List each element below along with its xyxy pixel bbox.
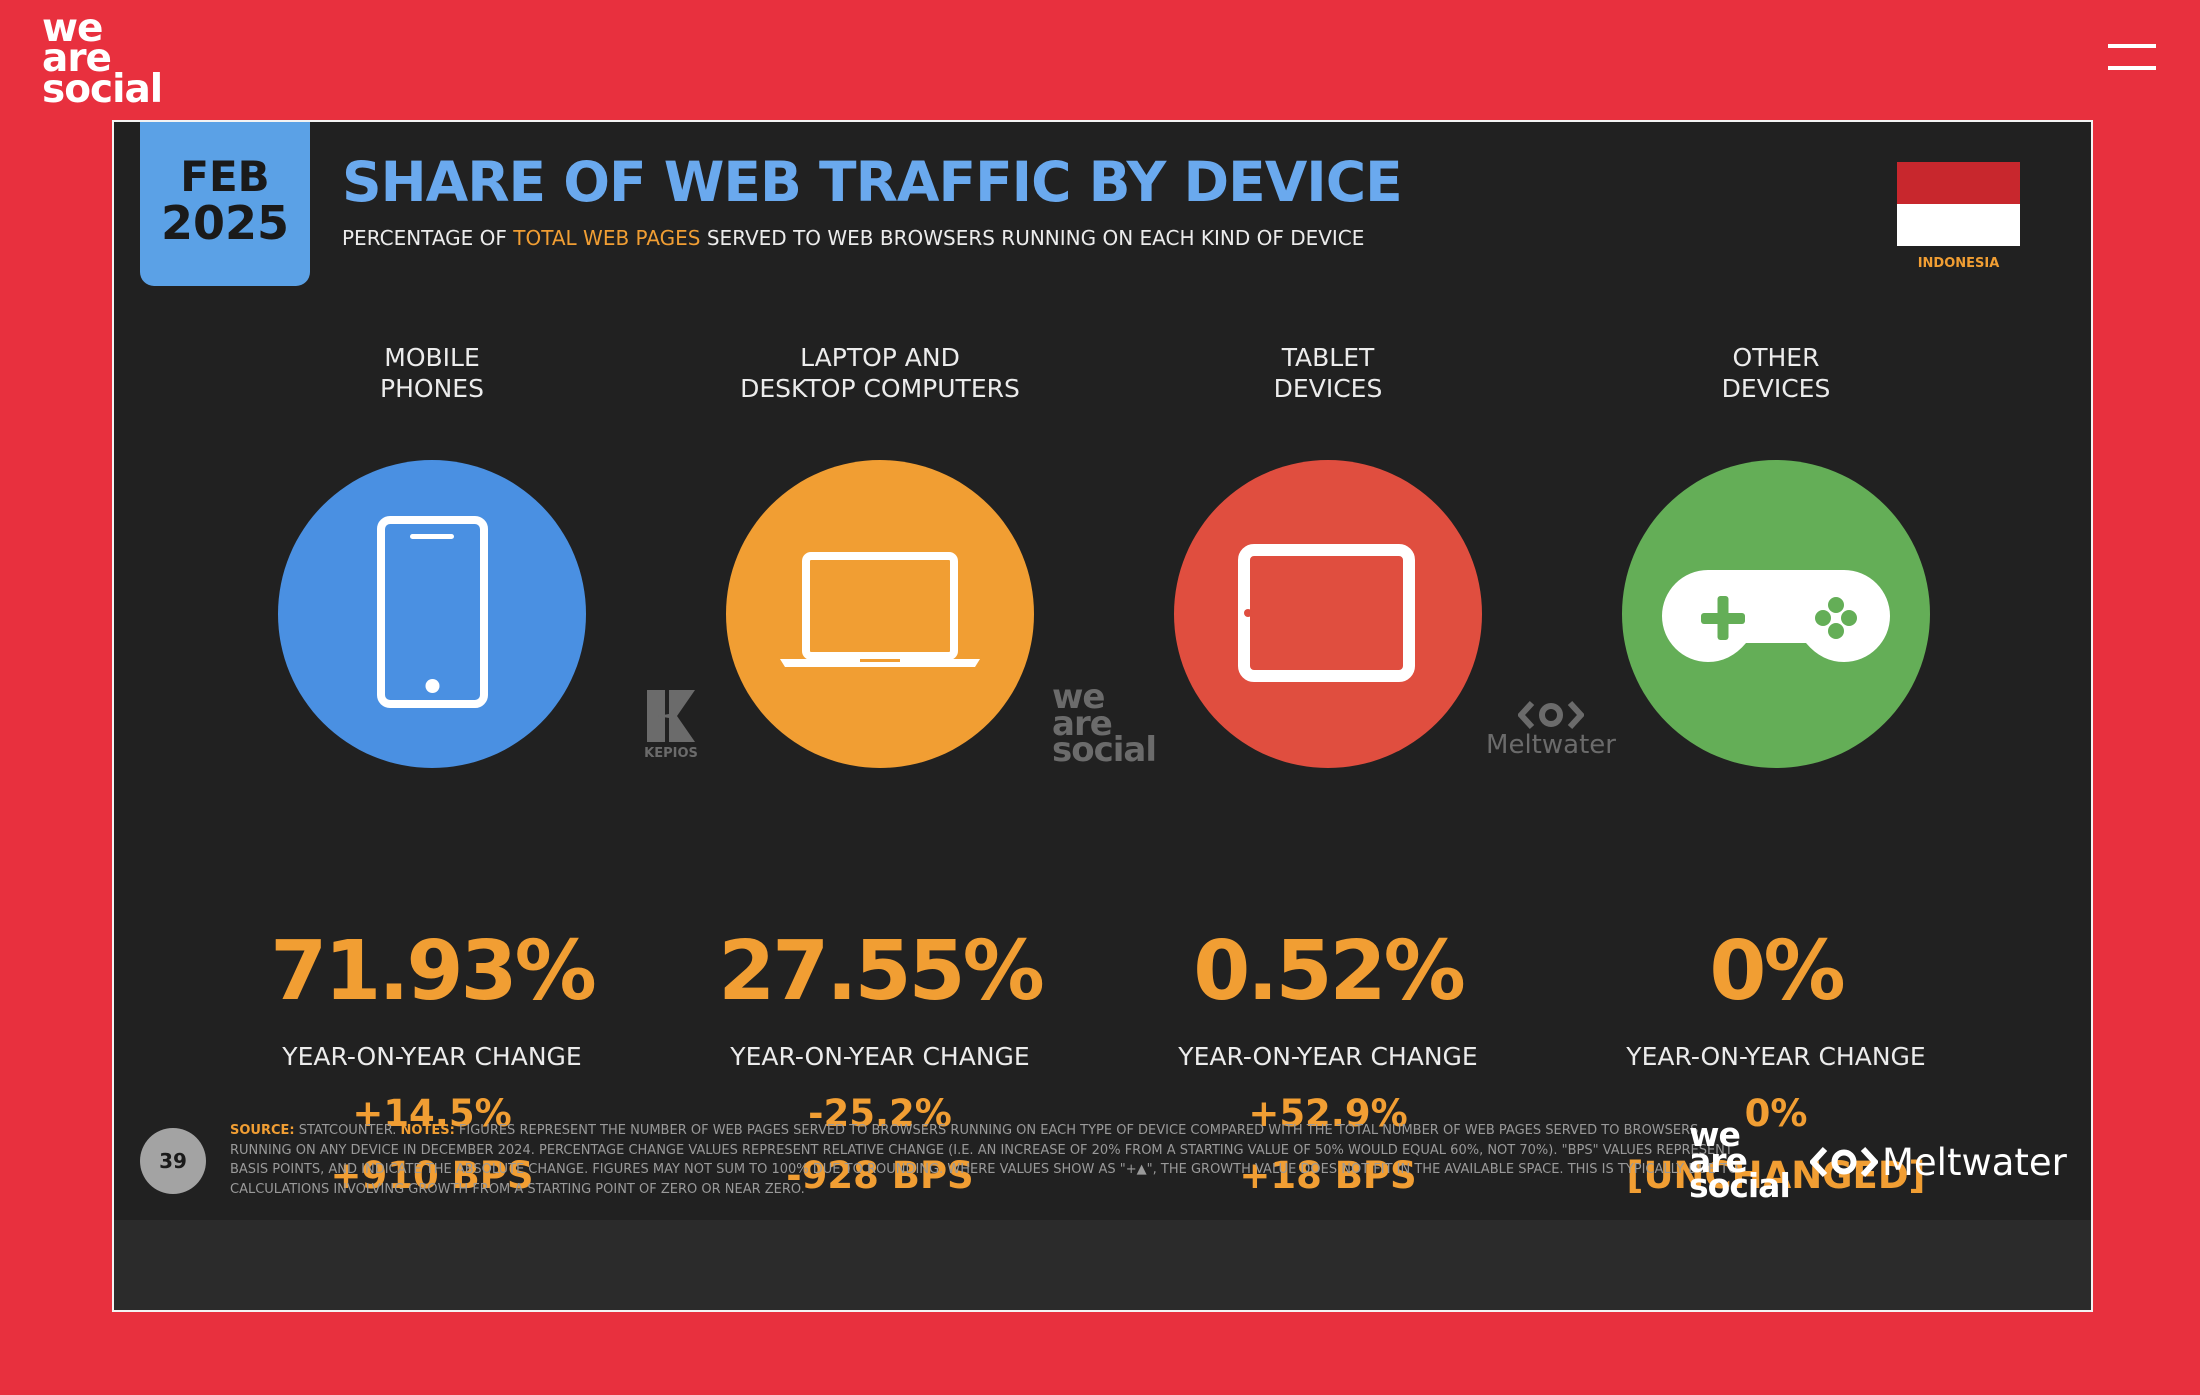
device-label: MOBILE PHONES: [232, 342, 632, 404]
notes-key: NOTES:: [400, 1123, 455, 1138]
subtitle-post: SERVED TO WEB BROWSERS RUNNING ON EACH K…: [700, 226, 1365, 250]
device-circle: [1174, 460, 1482, 768]
date-month: FEB: [180, 152, 270, 201]
device-label-line1: LAPTOP AND: [800, 343, 960, 372]
yoy-percent: +14.5%: [352, 1092, 512, 1135]
page-title: SHARE OF WEB TRAFFIC BY DEVICE: [342, 150, 1403, 214]
footer-logo-are: are: [1689, 1140, 1748, 1180]
device-label-line2: DESKTOP COMPUTERS: [740, 374, 1020, 403]
notes-value: FIGURES REPRESENT THE NUMBER OF WEB PAGE…: [230, 1123, 1739, 1197]
date-year: 2025: [160, 196, 290, 250]
meltwater-label: Meltwater: [1486, 730, 1616, 760]
slide: FEB 2025 SHARE OF WEB TRAFFIC BY DEVICE …: [112, 120, 2093, 1312]
logo-line-we: we: [42, 6, 103, 51]
indonesia-flag-icon: [1897, 162, 2020, 246]
tablet-icon: [1238, 544, 1415, 682]
kepios-watermark: KEPIOS: [626, 688, 716, 761]
source-value: STATCOUNTER.: [294, 1123, 401, 1138]
share-value: 0%: [1709, 924, 1845, 1019]
device-label-line1: TABLET: [1281, 343, 1375, 372]
share-value: 71.93%: [270, 924, 597, 1019]
logo-line-are: are: [42, 36, 112, 82]
date-badge: FEB 2025: [140, 122, 310, 286]
logo-line-social: social: [42, 66, 163, 112]
yoy-bps: +910 BPS: [330, 1154, 534, 1197]
yoy-bps: -928 BPS: [786, 1154, 974, 1197]
device-label-line2: DEVICES: [1721, 374, 1831, 403]
watermark-social: social: [1052, 730, 1157, 771]
device-label: LAPTOP AND DESKTOP COMPUTERS: [680, 342, 1080, 404]
device-label-line1: OTHER: [1732, 343, 1820, 372]
yoy-percent: -25.2%: [808, 1092, 952, 1135]
watermark-are: are: [1052, 703, 1113, 744]
footer-logo-social: social: [1689, 1166, 1791, 1206]
mobile-phone-icon: [377, 516, 488, 708]
subtitle-highlight: TOTAL WEB PAGES: [513, 226, 701, 250]
page-number: 39: [140, 1128, 206, 1194]
device-circle: [726, 460, 1034, 768]
we-are-social-watermark: we are social: [1052, 677, 1157, 771]
device-circle: [1622, 460, 1930, 768]
hamburger-menu-icon[interactable]: [2108, 44, 2156, 72]
yoy-label: YEAR-ON-YEAR CHANGE: [730, 1042, 1030, 1071]
device-label-line2: PHONES: [380, 374, 484, 403]
device-circle: [278, 460, 586, 768]
we-are-social-logo[interactable]: we are social: [42, 6, 163, 112]
share-value: 27.55%: [718, 924, 1045, 1019]
yoy-percent: +52.9%: [1248, 1092, 1408, 1135]
meltwater-mark-icon: [1810, 1146, 1878, 1178]
laptop-icon: [780, 552, 980, 667]
yoy-bps: +18 BPS: [1239, 1154, 1417, 1197]
meltwater-logo-icon: [1516, 700, 1586, 730]
source-notes: SOURCE: STATCOUNTER. NOTES: FIGURES REPR…: [230, 1121, 1745, 1199]
source-key: SOURCE:: [230, 1123, 295, 1138]
share-value: 0.52%: [1193, 924, 1465, 1019]
footer-logo-we: we: [1689, 1115, 1741, 1154]
country-label: INDONESIA: [1917, 256, 2000, 271]
device-label: OTHER DEVICES: [1576, 342, 1976, 404]
watermark-we: we: [1052, 677, 1105, 717]
device-label: TABLET DEVICES: [1128, 342, 1528, 404]
kepios-label: KEPIOS: [644, 746, 698, 761]
device-label-line1: MOBILE: [384, 343, 480, 372]
gamepad-icon: [1662, 570, 1890, 662]
slide-bottom-band: [114, 1220, 2091, 1310]
page-subtitle: PERCENTAGE OF TOTAL WEB PAGES SERVED TO …: [342, 226, 1364, 250]
footer-we-are-social-logo: we are social: [1689, 1115, 1791, 1206]
yoy-label: YEAR-ON-YEAR CHANGE: [1626, 1042, 1926, 1071]
yoy-percent: 0%: [1744, 1092, 1808, 1135]
subtitle-pre: PERCENTAGE OF: [342, 226, 514, 250]
yoy-label: YEAR-ON-YEAR CHANGE: [282, 1042, 582, 1071]
footer-meltwater-logo: Meltwater: [1810, 1140, 2067, 1184]
meltwater-watermark: Meltwater: [1486, 700, 1616, 760]
device-label-line2: DEVICES: [1273, 374, 1383, 403]
kepios-logo-icon: [647, 690, 695, 742]
footer-meltwater-label: Meltwater: [1882, 1140, 2067, 1184]
yoy-label: YEAR-ON-YEAR CHANGE: [1178, 1042, 1478, 1071]
